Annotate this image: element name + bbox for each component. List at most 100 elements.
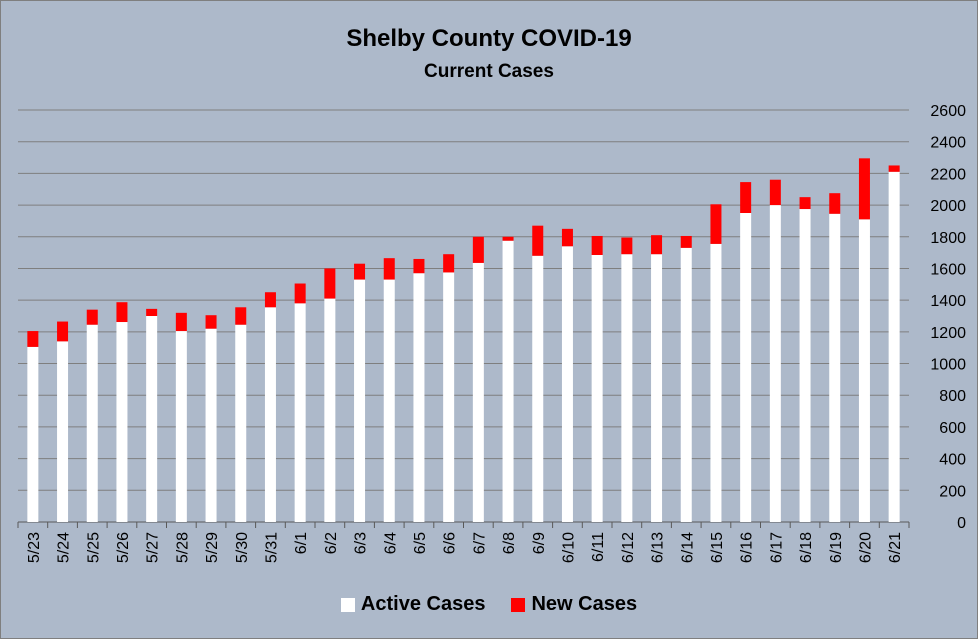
bar-active-6-17 — [769, 205, 781, 523]
y-tick-label-2600: 2600 — [930, 103, 966, 120]
x-tick-label: 6/11 — [590, 532, 607, 562]
legend-item-new: New Cases — [511, 593, 637, 616]
bar-active-6-11 — [591, 254, 603, 522]
y-tick-label-0: 0 — [957, 515, 966, 532]
legend-item-active: Active Cases — [340, 593, 486, 616]
x-tick-label: 6/21 — [887, 532, 904, 563]
x-tick-label: 5/26 — [115, 532, 132, 563]
bar-active-5-25 — [86, 324, 98, 522]
bar-active-6-8 — [502, 240, 514, 522]
x-tick-label: 6/2 — [323, 532, 340, 554]
x-tick-label: 6/15 — [709, 532, 726, 563]
x-tick-label: 6/14 — [679, 532, 696, 563]
bar-new-6-1 — [294, 283, 306, 304]
y-tick-label-600: 600 — [939, 420, 966, 437]
bar-new-6-19 — [829, 193, 841, 214]
x-tick-label: 5/27 — [145, 532, 162, 563]
bar-active-6-13 — [651, 254, 663, 522]
y-tick-label-800: 800 — [939, 388, 966, 405]
x-tick-label: 6/4 — [382, 532, 399, 554]
bar-active-6-5 — [413, 273, 425, 522]
bar-active-6-9 — [532, 255, 544, 523]
bar-new-5-29 — [205, 315, 217, 329]
bar-new-6-8 — [502, 236, 514, 241]
bar-active-6-19 — [829, 213, 841, 523]
chart-legend: Active Cases New Cases — [1, 593, 977, 616]
bar-new-6-12 — [621, 237, 633, 255]
bar-new-6-17 — [769, 179, 781, 206]
bar-new-6-21 — [888, 165, 900, 172]
bar-active-5-24 — [57, 341, 69, 522]
y-tick-label-1400: 1400 — [930, 293, 966, 310]
bar-new-6-14 — [680, 235, 692, 248]
bar-new-6-9 — [532, 225, 544, 256]
x-tick-label: 6/20 — [857, 532, 874, 563]
bar-new-6-6 — [443, 254, 455, 273]
bar-active-5-28 — [175, 331, 187, 522]
y-tick-label-1000: 1000 — [930, 357, 966, 374]
bar-active-6-3 — [354, 279, 366, 522]
bar-new-6-2 — [324, 268, 336, 299]
bar-new-6-10 — [561, 228, 573, 247]
legend-label-active: Active Cases — [360, 593, 486, 615]
bar-new-6-7 — [472, 236, 484, 263]
x-tick-label: 6/8 — [501, 532, 518, 554]
bar-new-5-25 — [86, 309, 98, 325]
y-tick-label-2200: 2200 — [930, 166, 966, 183]
bar-new-5-28 — [175, 312, 187, 332]
bar-new-5-27 — [146, 308, 158, 316]
x-tick-label: 5/28 — [174, 532, 191, 563]
bar-active-6-16 — [740, 213, 752, 522]
bar-active-5-27 — [146, 316, 158, 522]
bar-active-6-18 — [799, 209, 811, 523]
bar-active-6-12 — [621, 254, 633, 522]
bar-active-6-7 — [472, 262, 484, 522]
x-tick-label: 6/12 — [620, 532, 637, 563]
x-tick-label: 6/19 — [828, 532, 845, 563]
x-tick-label: 6/13 — [650, 532, 667, 563]
x-tick-label: 5/25 — [85, 532, 102, 563]
x-tick-label: 6/17 — [768, 532, 785, 563]
bar-new-5-30 — [235, 307, 247, 325]
x-tick-label: 5/24 — [56, 532, 73, 563]
bar-new-6-18 — [799, 197, 811, 210]
legend-swatch-new — [511, 597, 526, 612]
bar-active-5-26 — [116, 322, 128, 522]
bar-active-6-15 — [710, 243, 722, 522]
bar-new-6-13 — [651, 235, 663, 255]
x-tick-label: 6/16 — [739, 532, 756, 563]
y-tick-label-1600: 1600 — [930, 261, 966, 278]
legend-swatch-active — [340, 597, 355, 612]
x-tick-label: 6/3 — [353, 532, 370, 554]
x-tick-label: 6/9 — [531, 532, 548, 554]
x-tick-label: 6/7 — [471, 532, 488, 554]
bar-new-6-20 — [858, 158, 870, 220]
x-tick-label: 6/18 — [798, 532, 815, 563]
bar-active-6-6 — [443, 272, 455, 522]
bar-active-6-1 — [294, 303, 306, 522]
x-tick-label: 6/10 — [560, 532, 577, 563]
bar-active-5-31 — [264, 307, 276, 522]
chart-title: Shelby County COVID-19 — [346, 25, 632, 52]
bar-active-6-21 — [888, 171, 900, 523]
chart-subtitle: Current Cases — [424, 61, 554, 82]
legend-label-new: New Cases — [531, 593, 638, 615]
bar-new-5-24 — [57, 321, 69, 342]
bar-active-5-29 — [205, 328, 217, 522]
y-tick-label-200: 200 — [939, 483, 966, 500]
bar-active-5-30 — [235, 324, 247, 522]
y-tick-label-2000: 2000 — [930, 198, 966, 215]
x-tick-label: 5/30 — [234, 532, 251, 563]
bar-new-6-4 — [383, 258, 395, 280]
bar-active-6-4 — [383, 279, 395, 522]
bar-new-6-16 — [740, 182, 752, 213]
y-tick-label-1800: 1800 — [930, 230, 966, 247]
bar-active-5-23 — [27, 346, 39, 522]
x-tick-label: 6/5 — [412, 532, 429, 554]
bar-new-5-31 — [264, 292, 276, 308]
y-tick-label-400: 400 — [939, 452, 966, 469]
y-tick-label-2400: 2400 — [930, 135, 966, 152]
x-tick-label: 6/6 — [442, 532, 459, 554]
